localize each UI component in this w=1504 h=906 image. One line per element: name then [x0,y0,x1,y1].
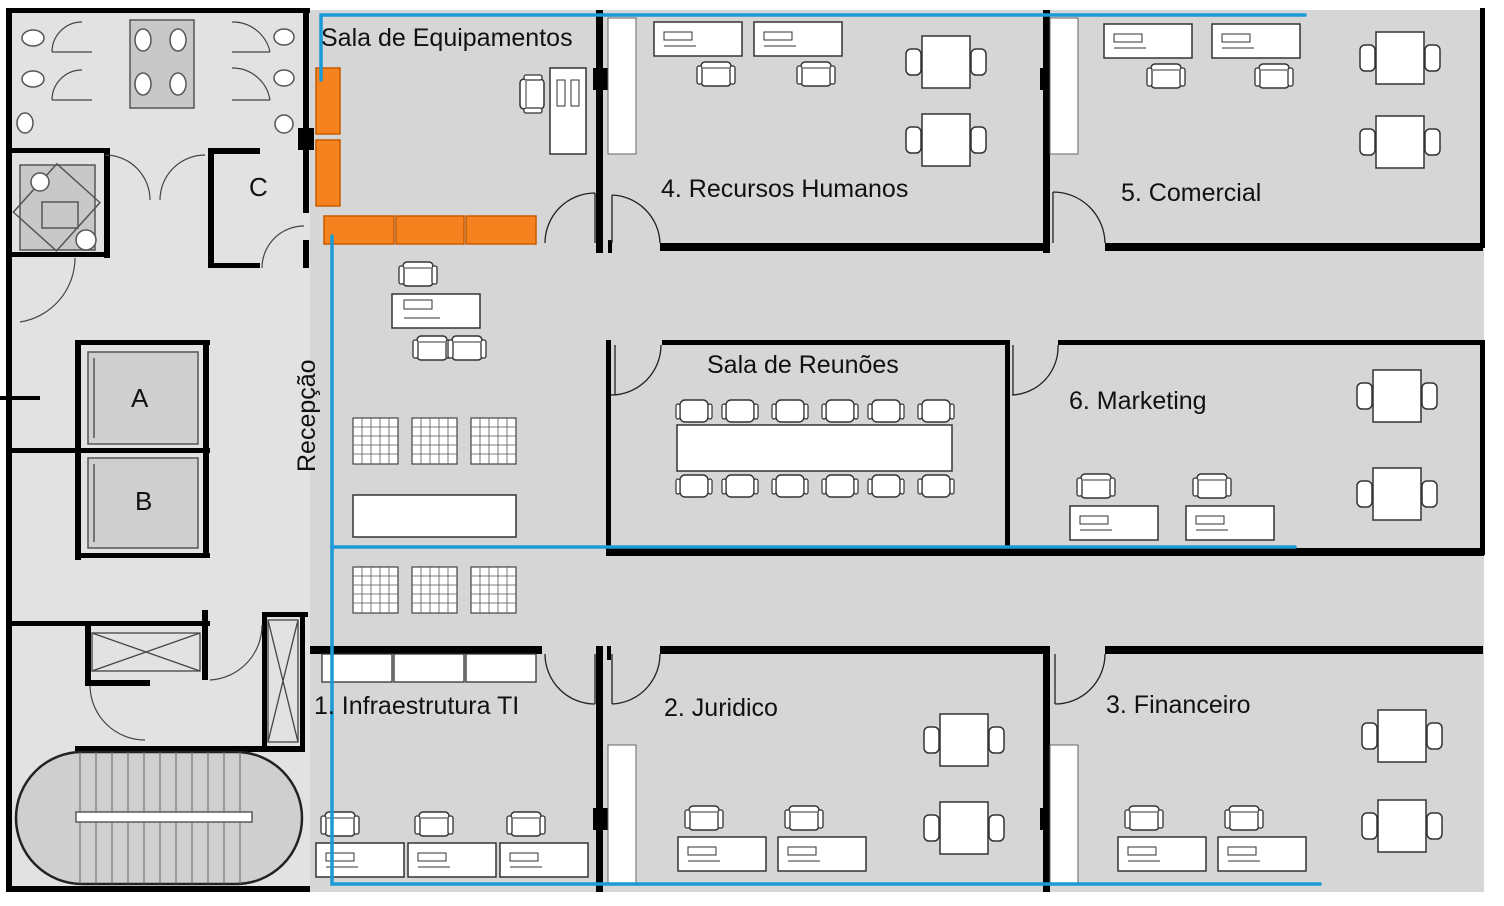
label-marketing: 6. Marketing [1069,387,1207,415]
meeting-table [675,399,955,498]
restroom-fixtures [12,19,295,252]
label-room-a: A [131,383,149,413]
meeting-room-walls [606,340,1484,556]
network-cabling [319,13,1322,886]
label-comercial: 5. Comercial [1121,179,1261,207]
hr-furniture [607,17,987,167]
label-recursos-humanos: 4. Recursos Humanos [661,175,908,203]
label-juridico: 2. Juridico [664,694,778,722]
finance-furniture [1049,709,1443,884]
legal-furniture [607,713,1005,884]
staircase [14,750,304,886]
label-financeiro: 3. Financeiro [1106,691,1251,719]
equipment-desk [519,67,587,155]
commercial-furniture [1049,17,1441,169]
outer-walls [6,8,1485,892]
elevators [87,351,199,549]
reception-furniture [352,261,517,614]
service-walls [0,8,314,752]
label-room-c: C [249,172,268,202]
top-office-walls [593,10,1483,253]
label-sala-reunioes: Sala de Reunões [707,351,899,379]
label-recepcao: Recepção [293,359,321,472]
label-infraestrutura: 1. Infraestrutura TI [314,692,519,720]
label-room-b: B [135,486,152,516]
label-sala-equipamentos: Sala de Equipamentos [321,24,573,52]
room-labels: Sala de Equipamentos 4. Recursos Humanos… [131,24,1261,722]
equipment-racks [315,67,537,245]
